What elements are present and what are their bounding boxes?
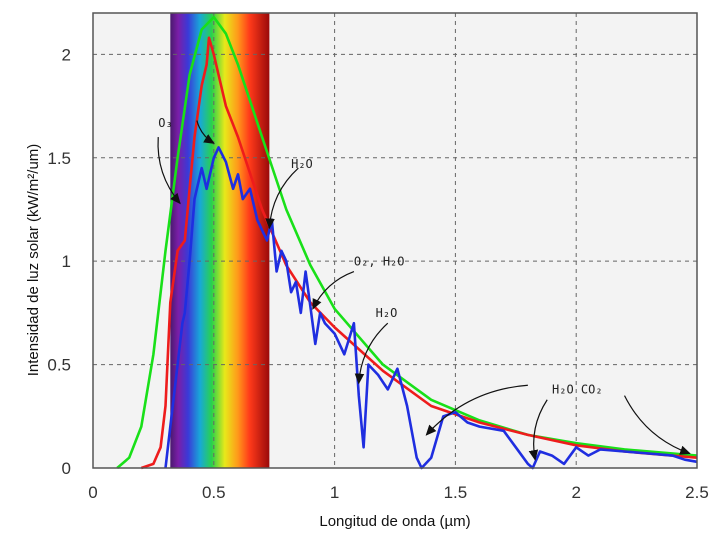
x-tick-label: 0.5 (202, 483, 226, 502)
y-tick-label: 1 (62, 252, 71, 271)
grid-lines (93, 13, 697, 468)
y-tick-label: 1.5 (47, 149, 71, 168)
annotation-arrow (623, 395, 691, 455)
x-tick-labels: 0 0.5 1 1.5 2 2.5 (88, 483, 709, 502)
annotation-arrow (528, 399, 548, 461)
annotation-label: H₂O CO₂ (552, 383, 603, 397)
annotation-label: O₃ (158, 116, 172, 130)
annotation-arrow (196, 120, 215, 144)
y-axis-label: Intensidad de luz solar (kW/m²/um) (25, 144, 42, 377)
annotation-arrow (157, 137, 181, 205)
annotation-labels: O₃ H₂O O₂, H₂O H₂O H₂O CO₂ (158, 116, 602, 397)
y-tick-label: 0.5 (47, 356, 71, 375)
annotation-label: H₂O (376, 306, 398, 320)
x-tick-label: 0 (88, 483, 97, 502)
x-tick-label: 2 (571, 483, 580, 502)
series-line-1 (140, 36, 698, 470)
x-tick-label: 1.5 (444, 483, 468, 502)
y-tick-label: 2 (62, 45, 71, 64)
y-tick-label: 0 (62, 459, 71, 478)
annotation-arrows (157, 120, 691, 461)
annotation-arrow (312, 270, 355, 310)
annotation-arrow (354, 322, 389, 385)
annotation-label: O₂, H₂O (354, 254, 405, 268)
annotation-arrow (265, 167, 299, 230)
x-axis-label: Longitud de onda (µm) (319, 513, 470, 530)
annotation-label: H₂O (291, 157, 313, 171)
y-tick-labels: 0 0.5 1 1.5 2 (47, 45, 71, 478)
plot-frame (92, 12, 698, 469)
x-tick-label: 2.5 (685, 483, 709, 502)
x-tick-label: 1 (330, 483, 339, 502)
annotation-arrow (425, 384, 528, 436)
